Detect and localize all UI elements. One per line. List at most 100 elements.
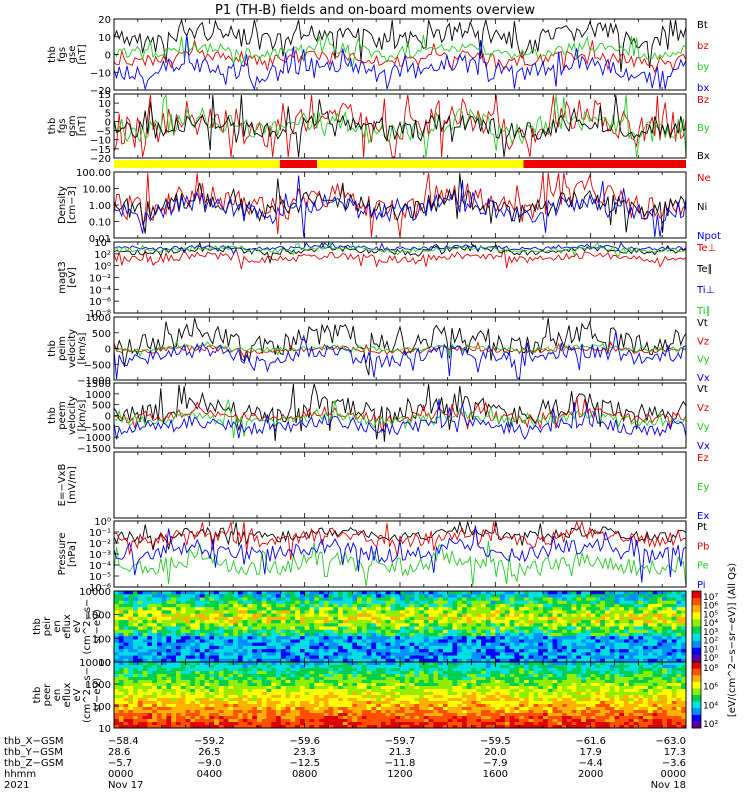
- legend-label-Te⊥: Te⊥: [696, 243, 716, 254]
- legend-label-bx: bx: [697, 83, 709, 94]
- spectrogram-cell: [533, 620, 539, 624]
- spectrogram-cell: [314, 671, 320, 675]
- spectrogram-cell: [204, 591, 210, 595]
- spectrogram-cell: [314, 655, 320, 660]
- spectrogram-cell: [419, 645, 425, 650]
- spectrogram-cell: [247, 704, 253, 708]
- spectrogram-cell: [576, 591, 582, 595]
- spectrogram-cell: [171, 636, 177, 640]
- spectrogram-cell: [438, 597, 444, 602]
- spectrogram-cell: [519, 613, 525, 618]
- spectrogram-cell: [428, 665, 434, 669]
- spectrogram-cell: [614, 632, 620, 637]
- spectrogram-cell: [295, 607, 301, 611]
- spectrogram-cell: [152, 658, 158, 663]
- spectrogram-cell: [628, 616, 635, 621]
- spectrogram-cell: [233, 716, 239, 720]
- spectrogram-cell: [123, 639, 129, 644]
- spectrogram-cell: [280, 713, 287, 717]
- spectrogram-cell: [118, 652, 125, 657]
- spectrogram-cell: [123, 658, 129, 663]
- spectrogram-cell: [118, 689, 125, 693]
- spectrogram-cell: [223, 636, 229, 640]
- spectrogram-cell: [342, 716, 349, 720]
- spectrogram-cell: [276, 649, 282, 653]
- spectrogram-cell: [352, 683, 358, 687]
- spectrogram-cell: [137, 610, 144, 615]
- spectrogram-cell: [657, 594, 663, 598]
- y-axis-label: E=−VxB: [57, 464, 68, 507]
- spectrogram-cell: [600, 607, 606, 611]
- spectrogram-cell: [438, 707, 444, 711]
- spectrogram-cell: [447, 662, 453, 666]
- spectrogram-cell: [299, 716, 306, 720]
- spectrogram-cell: [380, 658, 387, 663]
- spectrogram-cell: [566, 655, 573, 660]
- spectrogram-cell: [447, 686, 453, 690]
- spectrogram-cell: [495, 607, 501, 611]
- spectrogram-cell: [357, 639, 363, 644]
- spectrogram-cell: [185, 610, 191, 615]
- spectrogram-cell: [585, 658, 592, 663]
- spectrogram-cell: [180, 649, 186, 653]
- spectrogram-cell: [137, 623, 144, 627]
- spectrogram-cell: [438, 642, 444, 647]
- spectrogram-cell: [609, 594, 615, 598]
- spectrogram-cell: [199, 613, 206, 618]
- spectrogram-cell: [147, 710, 153, 714]
- spectrogram-cell: [185, 674, 191, 678]
- spectrogram-cell: [185, 719, 191, 723]
- spectrogram-cell: [543, 613, 549, 618]
- spectrogram-cell: [247, 686, 253, 690]
- spectrogram-cell: [657, 623, 663, 627]
- spectrogram-cell: [204, 629, 210, 634]
- spectrogram-cell: [461, 616, 468, 621]
- spectrogram-cell: [328, 665, 334, 669]
- spectrogram-cell: [323, 603, 329, 608]
- spectrogram-cell: [252, 613, 258, 618]
- spectrogram-cell: [323, 701, 329, 705]
- spectrogram-cell: [295, 629, 301, 634]
- spectrogram-cell: [361, 671, 368, 675]
- spectrogram-cell: [366, 719, 372, 723]
- spectrogram-cell: [242, 698, 248, 702]
- spectrogram-cell: [433, 658, 439, 663]
- spectrogram-cell: [161, 674, 167, 678]
- spectrogram-cell: [557, 613, 563, 618]
- spectrogram-cell: [147, 722, 153, 726]
- spectrogram-cell: [133, 603, 139, 608]
- spectrogram-cell: [342, 683, 349, 687]
- spectrogram-cell: [266, 716, 272, 720]
- spectrogram-cell: [333, 603, 339, 608]
- spectrogram-cell: [566, 591, 573, 595]
- spectrogram-cell: [409, 704, 415, 708]
- spectrogram-cell: [214, 597, 220, 602]
- spectrogram-cell: [414, 658, 420, 663]
- spectrogram-cell: [628, 626, 635, 631]
- spectrogram-cell: [152, 591, 158, 595]
- spectrogram-cell: [414, 671, 420, 675]
- spectrogram-cell: [223, 629, 229, 634]
- y-tick-label: 0: [105, 412, 111, 423]
- spectrogram-cell: [481, 645, 487, 650]
- spectrogram-cell: [328, 597, 334, 602]
- spectrogram-cell: [180, 620, 186, 624]
- spectrogram-cell: [657, 610, 663, 615]
- spectrogram-cell: [276, 686, 282, 690]
- spectrogram-cell: [175, 710, 182, 714]
- colorbar-cell: [692, 594, 701, 599]
- spectrogram-cell: [266, 686, 272, 690]
- spectrogram-cell: [395, 692, 401, 696]
- spectrogram-cell: [414, 668, 420, 672]
- spectrogram-cell: [490, 623, 496, 627]
- spectrogram-cell: [228, 671, 234, 675]
- spectrogram-cell: [509, 629, 515, 634]
- spectrogram-cell: [671, 642, 677, 647]
- spectrogram-cell: [233, 707, 239, 711]
- spectrogram-cell: [357, 701, 363, 705]
- spectrogram-cell: [442, 677, 449, 681]
- colorbar-cell: [692, 633, 701, 638]
- spectrogram-cell: [204, 698, 210, 702]
- spectrogram-cell: [299, 642, 306, 647]
- spectrogram-cell: [118, 645, 125, 650]
